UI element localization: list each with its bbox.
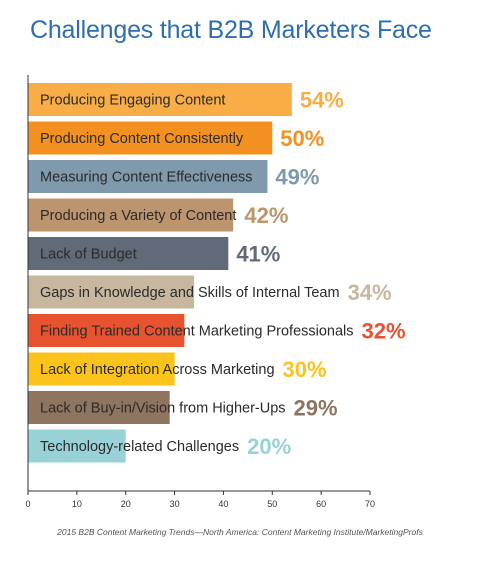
source-caption: 2015 B2B Content Marketing Trends—North … [57,527,423,537]
value-label: 54% [300,88,344,113]
bar-label: Gaps in Knowledge and Skills of Internal… [40,285,340,301]
chart-title: Challenges that B2B Marketers Face [30,16,432,44]
bar-label: Measuring Content Effectiveness [40,170,253,186]
bar-label: Lack of Buy-in/Vision from Higher-Ups [40,401,286,417]
value-label: 49% [275,165,319,190]
value-label: 34% [348,280,392,305]
bar-label: Producing Content Consistently [40,131,244,147]
value-label: 41% [236,242,280,267]
bar-label: Finding Trained Content Marketing Profes… [40,324,354,340]
x-tick-label: 60 [316,499,326,509]
bar-label: Producing Engaging Content [40,93,225,109]
bar-label: Lack of Budget [40,247,137,263]
bar [28,160,268,193]
bar-label: Producing a Variety of Content [40,208,236,224]
bar [28,237,229,270]
x-tick-label: 30 [170,499,180,509]
bar [28,275,195,309]
x-tick-label: 0 [25,499,30,509]
x-tick-label: 20 [121,499,131,509]
value-label: 29% [294,396,338,421]
value-label: 20% [247,434,291,459]
x-tick-label: 10 [72,499,82,509]
x-tick-label: 70 [365,499,375,509]
x-tick-label: 40 [218,499,228,509]
bar [28,83,292,116]
value-label: 42% [244,203,288,228]
bar [28,391,170,424]
value-label: 50% [280,126,324,151]
value-label: 30% [283,357,327,382]
bar [28,198,234,232]
bar [28,429,126,463]
bar [28,314,185,347]
bar [28,352,175,386]
bar-label: Technology-related Challenges [40,439,239,455]
x-tick-label: 50 [267,499,277,509]
value-label: 32% [362,319,406,344]
bar-label: Lack of Integration Across Marketing [40,362,275,378]
bar [28,121,273,155]
